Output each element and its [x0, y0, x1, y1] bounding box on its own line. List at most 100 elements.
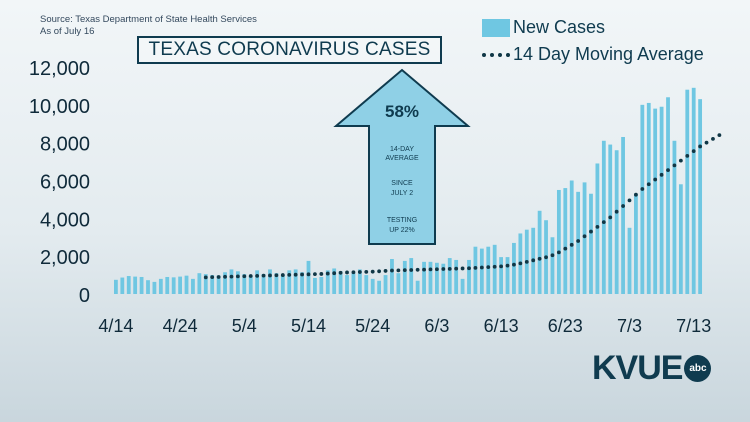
bar [492, 244, 497, 294]
bar [235, 271, 240, 294]
bar [505, 257, 510, 294]
x-axis: 4/14 4/24 5/4 5/14 5/24 6/3 6/13 6/23 7/3 7/13 [98, 316, 711, 336]
bar [203, 274, 208, 294]
bar [178, 276, 182, 294]
bar [351, 273, 356, 294]
average-point [717, 133, 722, 138]
bar [261, 274, 266, 294]
legend-label-moving-average: 14 Day Moving Average [513, 44, 704, 64]
average-point [383, 269, 388, 273]
average-point [422, 267, 426, 272]
arrow-line: 14-DAY [390, 146, 414, 153]
average-point [589, 229, 593, 234]
y-tick-label: 10,000 [29, 96, 90, 118]
average-point [338, 270, 343, 275]
arrow-headline: 58% [385, 102, 419, 121]
bar [672, 140, 677, 294]
bar [338, 271, 343, 294]
bar [550, 237, 555, 294]
chart-title: TEXAS CORONAVIRUS CASES [137, 36, 442, 64]
average-point [505, 263, 510, 268]
x-tick-label: 6/3 [424, 316, 449, 336]
average-point [415, 267, 420, 272]
bar [659, 106, 664, 294]
average-point [377, 269, 382, 274]
bar [467, 259, 471, 294]
bar [556, 189, 561, 294]
bar [428, 261, 433, 294]
average-point [325, 271, 330, 276]
bar [402, 260, 407, 294]
x-tick-label: 5/14 [291, 316, 326, 336]
average-point [550, 253, 555, 258]
average-point [691, 149, 696, 154]
bar [210, 275, 215, 294]
x-tick-label: 5/4 [232, 316, 257, 336]
x-tick-label: 4/14 [98, 316, 133, 336]
average-point [666, 168, 670, 173]
average-point [467, 266, 471, 271]
bar [627, 227, 632, 294]
x-tick-label: 4/24 [163, 316, 198, 336]
y-tick-label: 6,000 [40, 172, 90, 194]
bar [415, 280, 420, 294]
average-point [332, 271, 337, 276]
average-point [345, 270, 349, 275]
bar [165, 276, 170, 294]
bar [396, 273, 401, 294]
bar [563, 188, 568, 294]
average-point [678, 158, 683, 163]
abc-badge: abc [684, 354, 712, 382]
y-tick-label: 12,000 [29, 58, 90, 80]
bar [126, 276, 131, 294]
bar [357, 269, 362, 294]
average-point [396, 268, 401, 273]
average-point [704, 140, 709, 145]
bar [184, 275, 189, 294]
bar [313, 277, 317, 294]
bar [242, 274, 247, 294]
legend: New Cases 14 Day Moving Average [482, 14, 704, 68]
average-point [537, 256, 542, 261]
y-axis: 0 2,000 4,000 6,000 8,000 10,000 12,000 [29, 58, 90, 307]
bar [345, 275, 349, 294]
x-tick-label: 6/13 [484, 316, 519, 336]
bar [255, 270, 260, 294]
source-note: Source: Texas Department of State Health… [40, 14, 257, 38]
average-point [357, 270, 362, 274]
bar [171, 277, 176, 294]
bar [377, 280, 382, 294]
bar [216, 275, 221, 294]
average-point [524, 259, 529, 264]
bar [499, 257, 503, 294]
average-point [435, 267, 439, 272]
y-tick-label: 4,000 [40, 209, 90, 231]
y-tick-label: 8,000 [40, 134, 90, 156]
average-point [390, 268, 394, 273]
bar [191, 278, 195, 294]
source-line: Source: Texas Department of State Health… [40, 14, 257, 25]
bar [435, 262, 439, 294]
average-point [370, 269, 375, 274]
average-point [351, 270, 356, 275]
average-point [364, 269, 369, 274]
x-tick-label: 5/24 [355, 316, 390, 336]
average-point [492, 264, 497, 269]
bar [698, 99, 703, 294]
average-point [531, 258, 536, 263]
bar [152, 281, 157, 294]
bar [139, 276, 144, 294]
average-point [306, 272, 311, 277]
bar [300, 272, 304, 294]
logo-text: KVUE [592, 349, 683, 387]
bar [114, 279, 118, 294]
average-point [653, 177, 658, 182]
average-point [608, 215, 613, 220]
bar [589, 193, 593, 294]
bar [640, 104, 645, 294]
average-point [595, 224, 600, 229]
legend-dots-swatch [482, 52, 510, 57]
bar [621, 136, 625, 294]
bar [486, 246, 491, 294]
